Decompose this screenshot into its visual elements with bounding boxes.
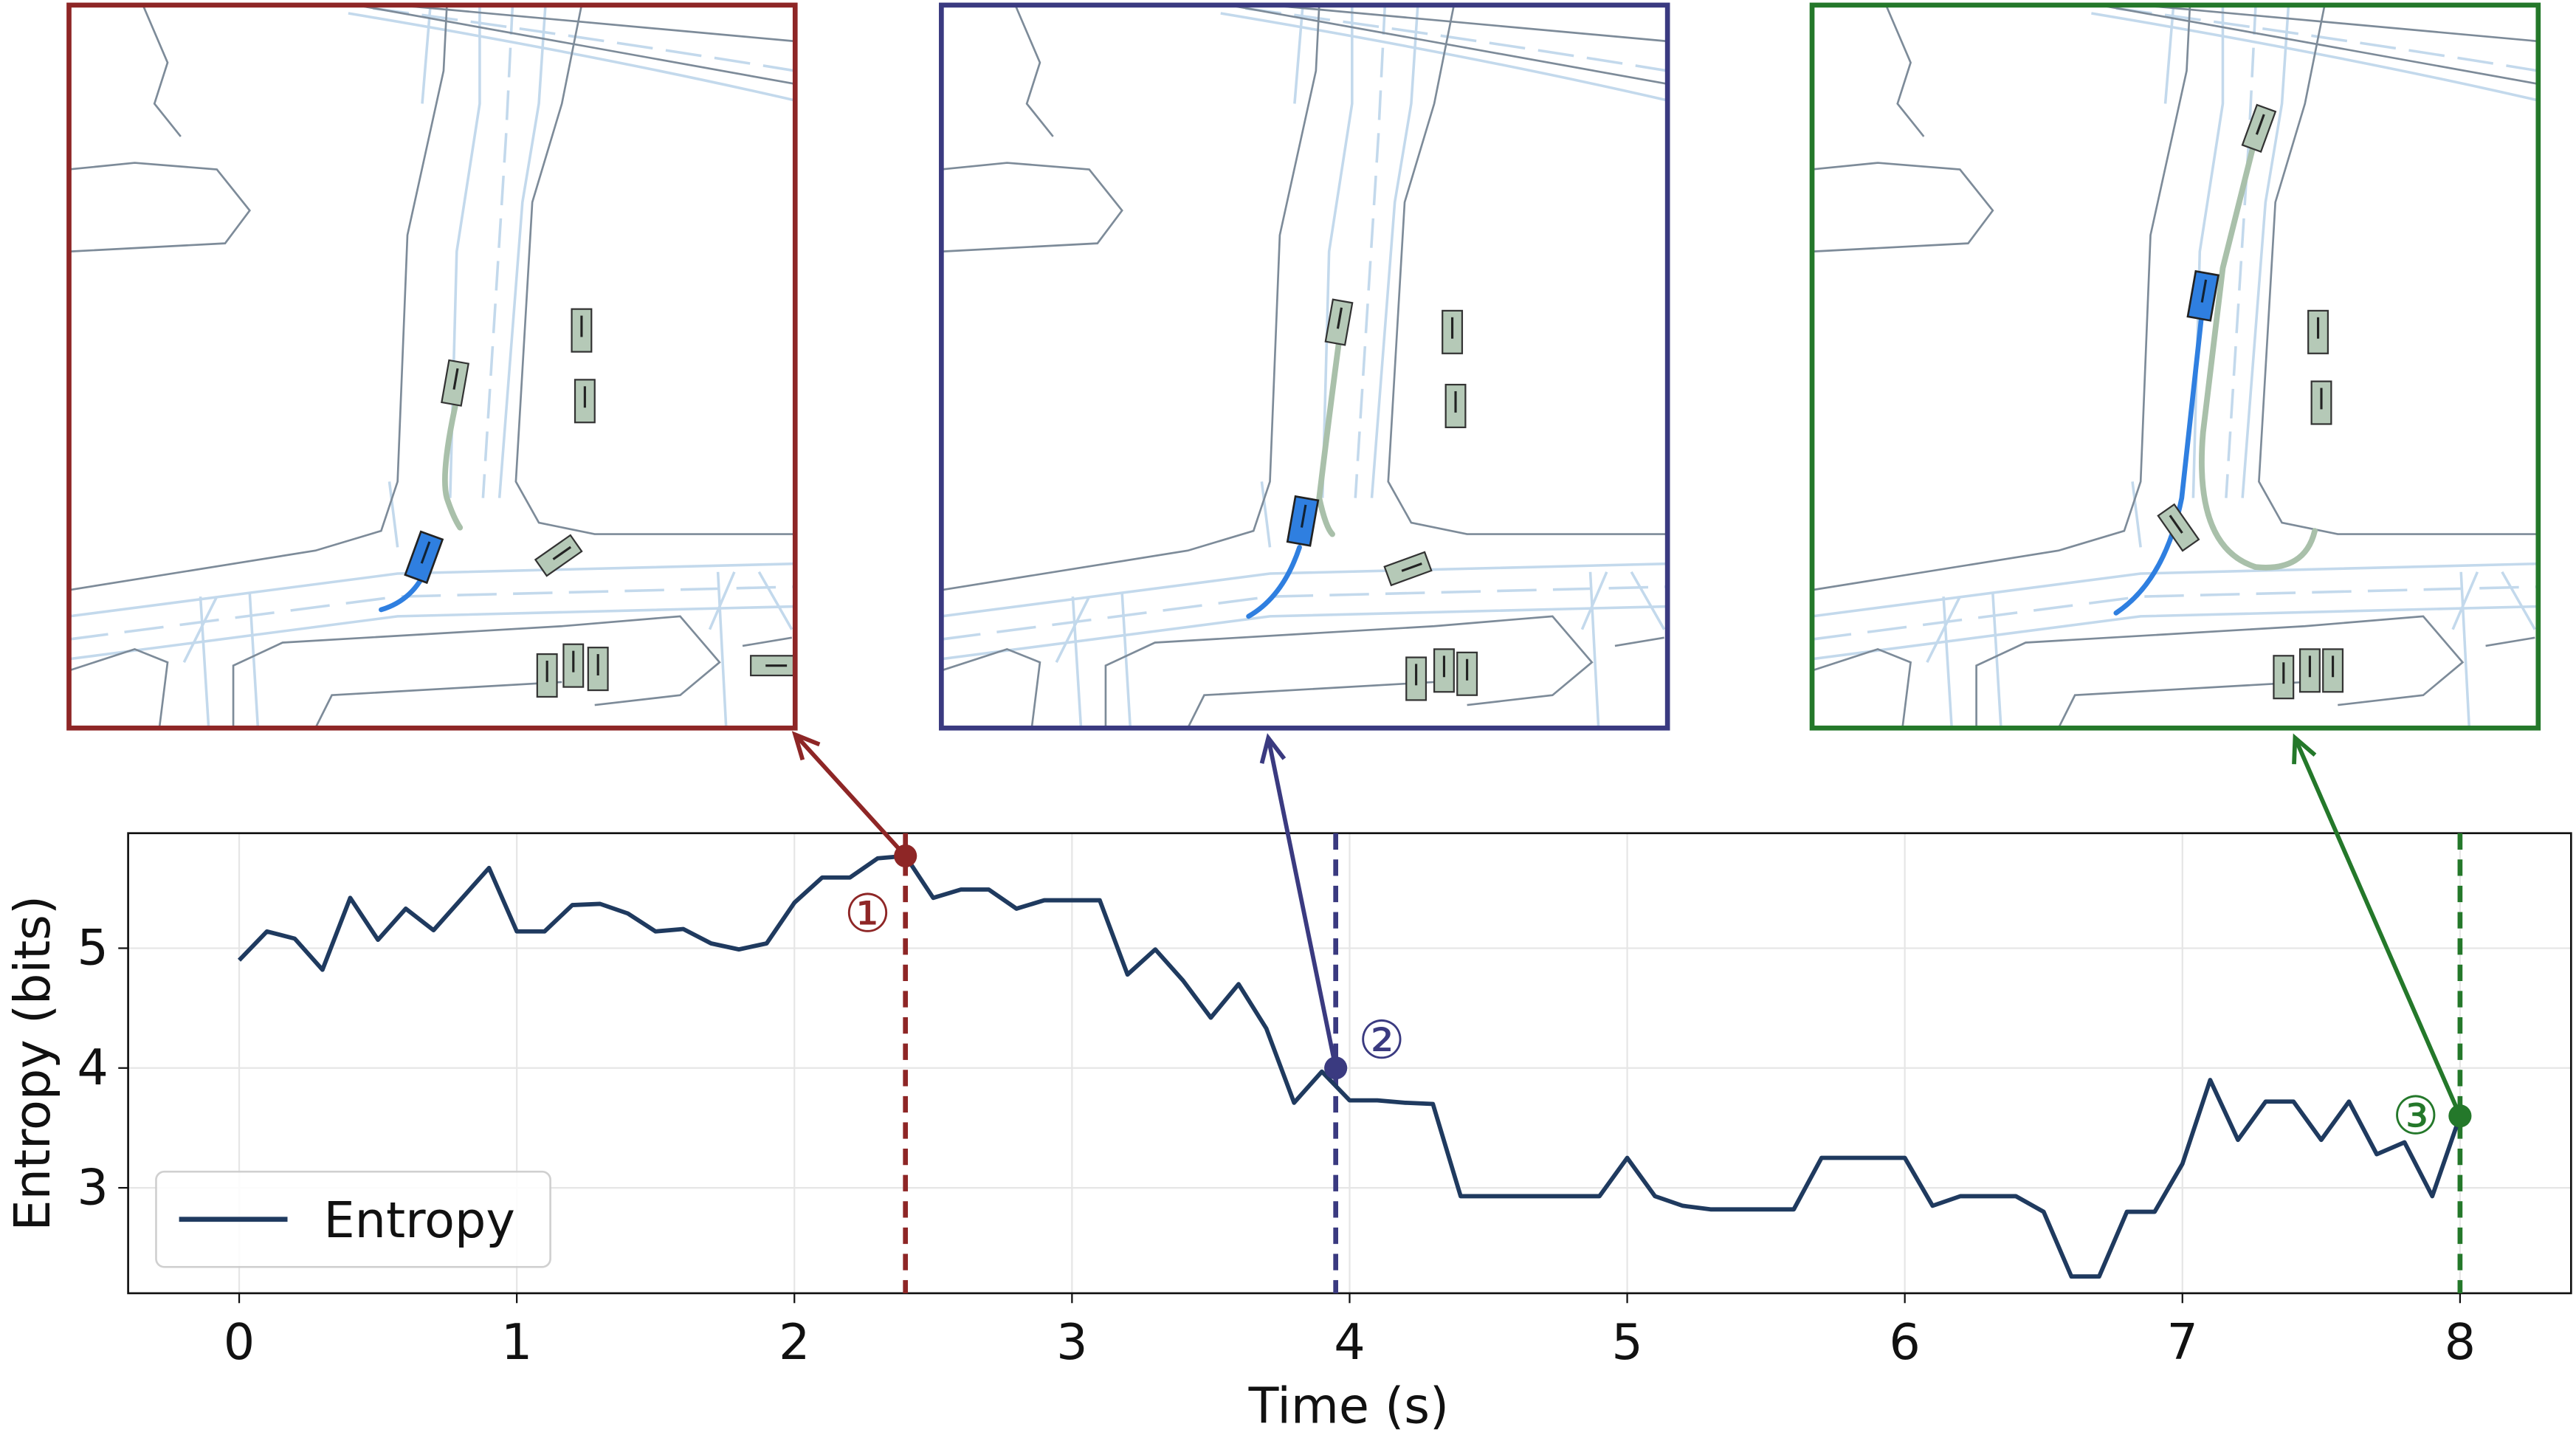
agent-vehicle [571, 308, 593, 353]
agent-heading [452, 368, 459, 390]
map-panel [1809, 2, 2541, 731]
annotation-label: ① [844, 883, 892, 944]
ego-trajectory [1246, 545, 1302, 619]
ego-trajectory [2113, 314, 2204, 616]
annotation-point [1324, 1056, 1348, 1080]
arrow-head [2292, 733, 2317, 765]
ego-heading [420, 541, 431, 564]
panel-border [1809, 2, 2541, 731]
agent-vehicle [536, 653, 558, 698]
annotation-arrow [2293, 737, 2462, 1117]
x-tick-label: 6 [1889, 1313, 1920, 1371]
annotation-point [894, 844, 917, 868]
map-panel [66, 2, 798, 731]
x-tick-label: 5 [1611, 1313, 1642, 1371]
arrow-head [791, 731, 821, 761]
agent-vehicle [2307, 309, 2329, 354]
agent-vehicle [2310, 380, 2332, 425]
agent-vehicle [750, 655, 795, 677]
arrow-head [1259, 733, 1287, 764]
y-axis-label: Entropy (bits) [4, 895, 61, 1231]
ego-heading [1300, 504, 1307, 528]
agent-heading [1336, 307, 1343, 329]
agent-vehicle [1383, 551, 1433, 587]
legend: Entropy [155, 1170, 551, 1268]
agent-heading [1401, 563, 1422, 572]
agent-vehicle [441, 359, 470, 407]
agent-vehicle [2157, 503, 2200, 552]
y-tick-label: 4 [77, 1039, 108, 1096]
legend-box [155, 1170, 551, 1268]
road-map [1812, 4, 2538, 729]
x-tick-label: 0 [224, 1313, 255, 1371]
agent-vehicle [562, 643, 585, 688]
x-tick-label: 4 [1334, 1313, 1365, 1371]
map-content [69, 4, 796, 729]
plot-area: 3 4 5 0 1 2 3 4 5 6 7 8 ① ② ③ Entropy [77, 731, 2572, 1371]
map-content [941, 4, 1668, 729]
ego-heading [2200, 279, 2208, 303]
agent-vehicle [1442, 309, 1464, 354]
y-tick-label: 5 [77, 919, 108, 977]
y-tick-label: 3 [77, 1158, 108, 1216]
legend-label: Entropy [323, 1191, 514, 1249]
panel-border [66, 2, 798, 731]
predicted-trajectory [442, 396, 464, 531]
road-map [69, 4, 796, 729]
x-tick-label: 1 [501, 1313, 532, 1371]
annotation-label: ② [1358, 1009, 1405, 1070]
map-content [1812, 4, 2538, 729]
agent-vehicle [2241, 103, 2277, 154]
plot-frame [127, 832, 2572, 1295]
ego-vehicle [1286, 495, 1320, 547]
agent-vehicle [534, 534, 583, 577]
agent-vehicle [1405, 656, 1428, 701]
agent-vehicle [2298, 648, 2321, 693]
annotation-arrow [793, 733, 907, 858]
x-axis-label: Time (s) [1248, 1377, 1450, 1435]
ego-vehicle [404, 530, 444, 585]
road-map [941, 4, 1668, 729]
annotation-point [2448, 1104, 2472, 1128]
agent-vehicle [1324, 298, 1354, 346]
agent-vehicle [2273, 655, 2295, 700]
panel-border [939, 2, 1670, 731]
data-line [237, 853, 2462, 1279]
agent-vehicle [587, 647, 609, 692]
predicted-trajectory [2199, 146, 2318, 571]
x-tick-label: 7 [2167, 1313, 2198, 1371]
x-tick-label: 3 [1056, 1313, 1087, 1371]
annotation-arrow [1266, 737, 1338, 1069]
map-panel [939, 2, 1670, 731]
agent-heading [2255, 114, 2265, 135]
agent-vehicle [1433, 648, 1455, 693]
map-panels [66, 2, 2541, 731]
ego-vehicle [2186, 269, 2220, 322]
agent-heading [552, 546, 572, 560]
agent-vehicle [574, 379, 596, 424]
x-tick-label: 8 [2445, 1313, 2476, 1371]
agent-vehicle [2322, 648, 2344, 693]
predicted-trajectory [1316, 339, 1342, 537]
agent-vehicle [1456, 651, 1478, 696]
x-tick-label: 2 [779, 1313, 810, 1371]
annotation-label: ③ [2392, 1085, 2439, 1146]
agent-vehicle [1444, 383, 1467, 429]
agent-heading [2169, 515, 2183, 534]
